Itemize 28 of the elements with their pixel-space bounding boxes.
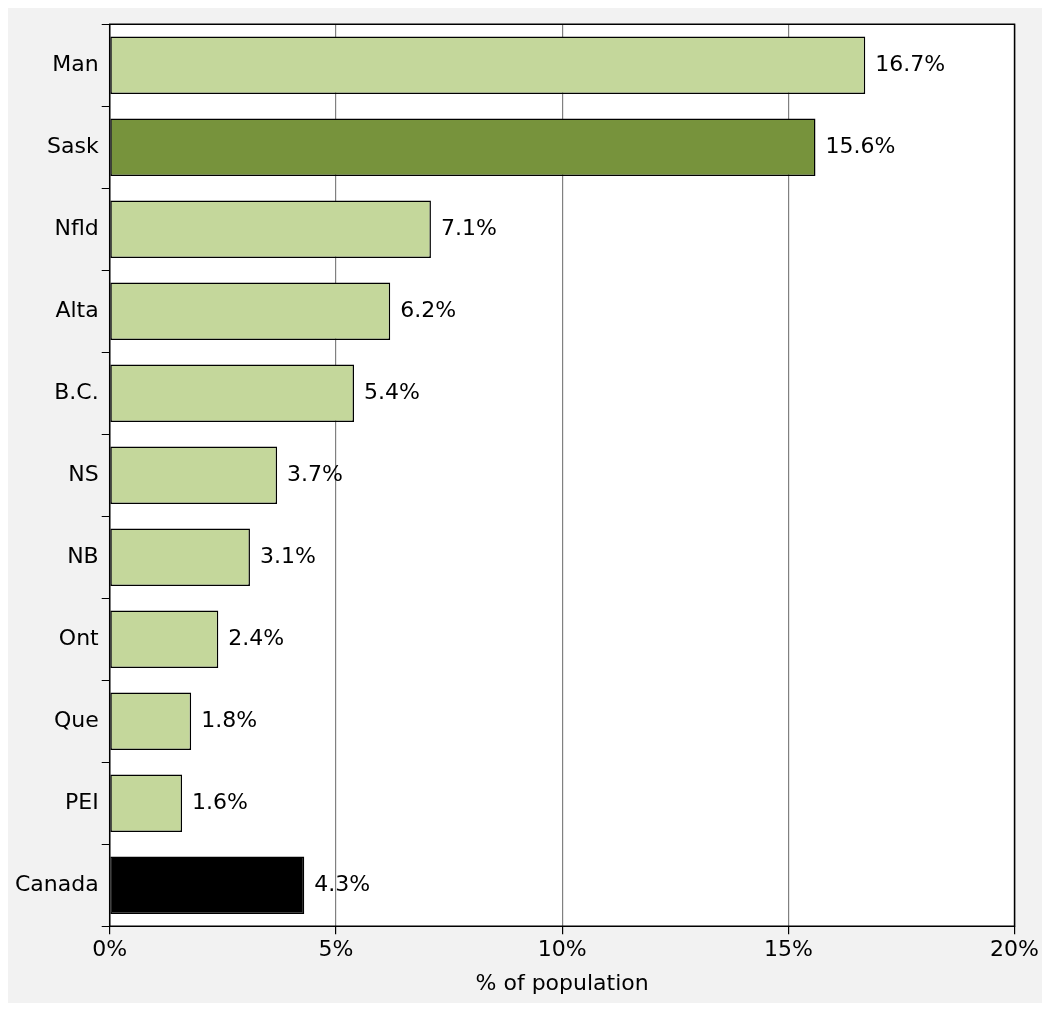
y-tick-label: Que [53,706,99,732]
x-axis-title: % of population [475,969,649,995]
x-tick-label: 15% [763,936,813,962]
x-tick-label: 0% [92,936,128,962]
y-tick-label: NS [68,460,99,486]
y-tick-label: Nfld [54,214,99,240]
y-tick-label: PEI [65,788,99,814]
y-tick-label: Ont [58,624,100,650]
x-tick-label: 10% [537,936,587,962]
data-label: 6.2% [400,296,457,322]
x-tick-label: 20% [990,936,1039,962]
y-tick-label: B.C. [54,378,99,404]
data-label: 15.6% [825,132,896,158]
x-tick-label: 5% [318,936,354,962]
y-tick-label: Man [52,50,99,76]
y-tick-label: Alta [55,296,99,322]
data-label: 2.4% [228,624,285,650]
data-label: 16.7% [875,50,946,76]
y-tick-label: Sask [47,132,99,158]
data-label: 3.7% [287,460,344,486]
y-tick-label: NB [67,542,99,568]
y-tick-label: Canada [15,870,99,896]
data-label: 4.3% [314,870,371,896]
data-label: 1.8% [201,706,258,732]
data-label: 7.1% [440,214,497,240]
data-label: 1.6% [192,788,249,814]
data-label: 5.4% [364,378,420,404]
data-label: 3.1% [259,542,316,568]
